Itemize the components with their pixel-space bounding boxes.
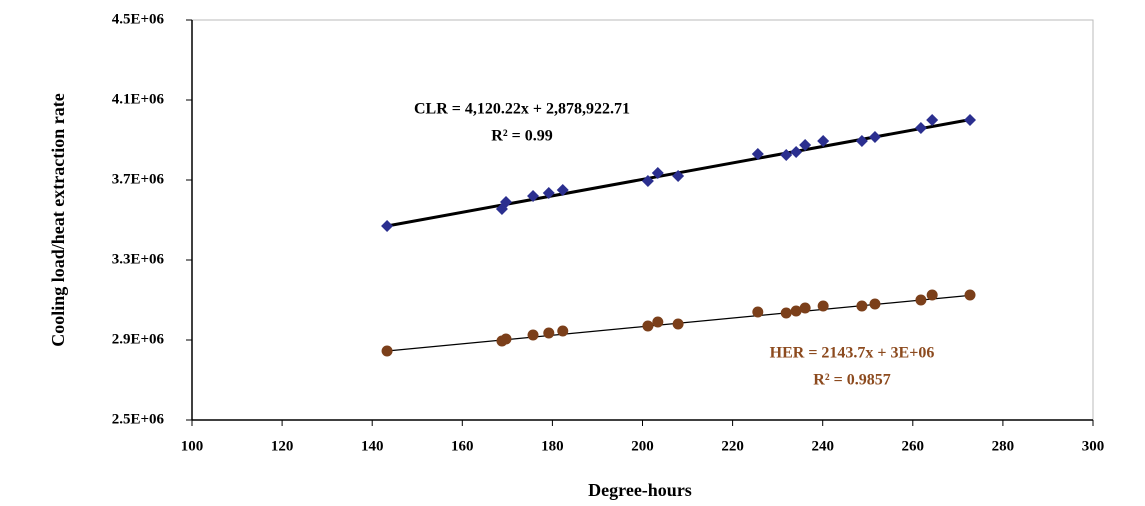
point <box>499 196 512 208</box>
point <box>542 187 555 199</box>
x-tick-label: 260 <box>902 438 925 454</box>
annotation: R² = 0.99 <box>491 128 552 145</box>
point <box>751 148 764 160</box>
point <box>799 139 812 151</box>
y-axis-title: Cooling load/heat extraction rate <box>48 93 68 346</box>
point <box>780 149 793 161</box>
plot-area <box>191 19 1094 421</box>
point <box>790 305 802 317</box>
point <box>672 170 685 182</box>
point <box>915 294 927 306</box>
x-tick-label: 240 <box>811 438 834 454</box>
point <box>641 175 654 187</box>
point <box>964 114 977 126</box>
x-tick-label: 180 <box>541 438 564 454</box>
point <box>790 146 803 158</box>
x-axis-title: Degree-hours <box>588 480 692 500</box>
point <box>642 320 654 332</box>
y-tick-label: 4.1E+06 <box>112 91 165 107</box>
annotation: CLR = 4,120.22x + 2,878,922.71 <box>414 101 630 118</box>
x-tick-label: 200 <box>631 438 654 454</box>
x-tick-label: 140 <box>361 438 384 454</box>
y-tick-label: 2.5E+06 <box>112 411 165 427</box>
y-tick-label: 3.3E+06 <box>112 251 165 267</box>
y-tick-label: 4.5E+06 <box>112 11 165 27</box>
point <box>381 220 394 232</box>
point <box>556 184 569 196</box>
point <box>869 298 881 310</box>
point <box>856 300 868 312</box>
x-tick-label: 120 <box>271 438 294 454</box>
x-tick-label: 100 <box>181 438 204 454</box>
x-tick-label: 280 <box>992 438 1015 454</box>
point <box>381 345 393 357</box>
point <box>817 135 830 147</box>
point <box>652 316 664 328</box>
point <box>964 289 976 301</box>
point <box>527 329 539 341</box>
point <box>752 306 764 318</box>
point <box>799 302 811 314</box>
annotation: R² = 0.9857 <box>813 372 890 389</box>
point <box>817 300 829 312</box>
x-tick-label: 300 <box>1082 438 1105 454</box>
point <box>557 325 569 337</box>
y-tick-label: 3.7E+06 <box>112 171 165 187</box>
point <box>672 318 684 330</box>
point <box>926 289 938 301</box>
point <box>914 122 927 134</box>
point <box>543 327 555 339</box>
point <box>926 114 939 126</box>
point <box>780 307 792 319</box>
point <box>868 131 881 143</box>
annotation: HER = 2143.7x + 3E+06 <box>770 345 935 362</box>
point <box>651 167 664 179</box>
point <box>855 135 868 147</box>
point <box>527 190 540 202</box>
point <box>500 333 512 345</box>
x-tick-label: 160 <box>451 438 474 454</box>
y-tick-label: 2.9E+06 <box>112 331 165 347</box>
x-tick-label: 220 <box>721 438 744 454</box>
